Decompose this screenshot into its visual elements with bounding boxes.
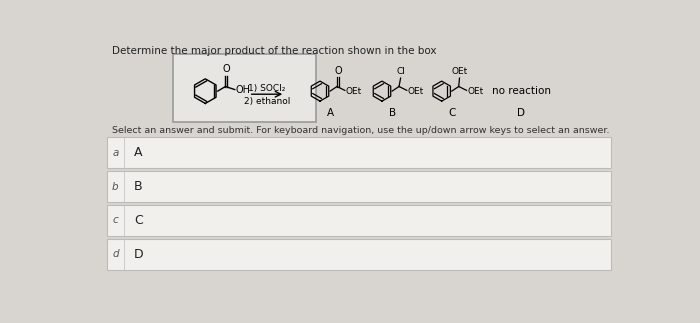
Text: no reaction: no reaction xyxy=(492,86,551,96)
Bar xyxy=(107,171,610,202)
Text: D: D xyxy=(134,248,143,261)
Text: C: C xyxy=(134,214,143,227)
Text: Cl: Cl xyxy=(396,68,405,77)
Text: a: a xyxy=(112,148,118,158)
Text: OEt: OEt xyxy=(452,68,468,77)
Bar xyxy=(107,239,610,270)
Text: C: C xyxy=(448,108,456,118)
Text: b: b xyxy=(112,182,119,192)
Text: Select an answer and submit. For keyboard navigation, use the up/down arrow keys: Select an answer and submit. For keyboar… xyxy=(112,126,610,135)
Text: A: A xyxy=(326,108,334,118)
Text: OEt: OEt xyxy=(407,88,424,96)
Text: OEt: OEt xyxy=(346,88,362,96)
Text: O: O xyxy=(334,66,342,76)
Bar xyxy=(107,205,610,236)
Bar xyxy=(173,54,316,122)
Text: O: O xyxy=(223,64,230,74)
Text: Determine the major product of the reaction shown in the box: Determine the major product of the react… xyxy=(112,47,437,57)
Text: D: D xyxy=(517,108,526,118)
Text: d: d xyxy=(112,249,119,259)
Text: A: A xyxy=(134,146,143,159)
Text: OH: OH xyxy=(235,85,251,95)
Text: c: c xyxy=(113,215,118,225)
Text: 2) ethanol: 2) ethanol xyxy=(244,97,290,106)
Text: 1) SOCl₂: 1) SOCl₂ xyxy=(248,84,286,93)
Bar xyxy=(107,137,610,168)
Text: B: B xyxy=(389,108,396,118)
Text: OEt: OEt xyxy=(468,88,484,96)
Text: B: B xyxy=(134,180,143,193)
